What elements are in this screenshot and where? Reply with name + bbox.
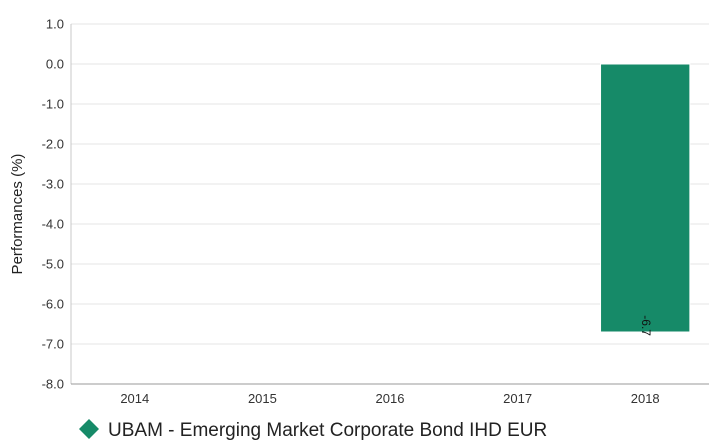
- x-tick-label: 2017: [503, 391, 532, 406]
- y-tick-labels: 1.0 0.0 -1.0 -2.0 -3.0 -4.0 -5.0 -6.0 -7.0 -8.0: [42, 17, 64, 392]
- bar-data-label: -6.7: [639, 315, 653, 336]
- legend-diamond-icon: [79, 419, 99, 439]
- y-tick-label: -7.0: [42, 337, 64, 352]
- y-tick-label: -4.0: [42, 217, 64, 232]
- x-tick-labels: 2014 2015 2016 2017 2018: [120, 391, 659, 406]
- y-tick-label: 0.0: [46, 57, 64, 72]
- x-tick-label: 2015: [248, 391, 277, 406]
- axes: [70, 24, 709, 385]
- y-tick-label: 1.0: [46, 17, 64, 32]
- legend-series-label: UBAM - Emerging Market Corporate Bond IH…: [108, 420, 547, 441]
- x-tick-label: 2014: [120, 391, 149, 406]
- y-tick-label: -2.0: [42, 137, 64, 152]
- y-tick-label: -1.0: [42, 97, 64, 112]
- y-axis-title: Performances (%): [9, 154, 26, 275]
- y-tick-label: -5.0: [42, 257, 64, 272]
- y-tick-label: -6.0: [42, 297, 64, 312]
- data-labels: -6.7: [639, 315, 653, 336]
- x-tick-label: 2018: [631, 391, 660, 406]
- legend[interactable]: UBAM - Emerging Market Corporate Bond IH…: [79, 419, 547, 441]
- x-tick-label: 2016: [376, 391, 405, 406]
- y-tick-label: -3.0: [42, 177, 64, 192]
- bars: [600, 63, 691, 333]
- y-tick-label: -8.0: [42, 377, 64, 392]
- bar-2018[interactable]: [600, 63, 691, 333]
